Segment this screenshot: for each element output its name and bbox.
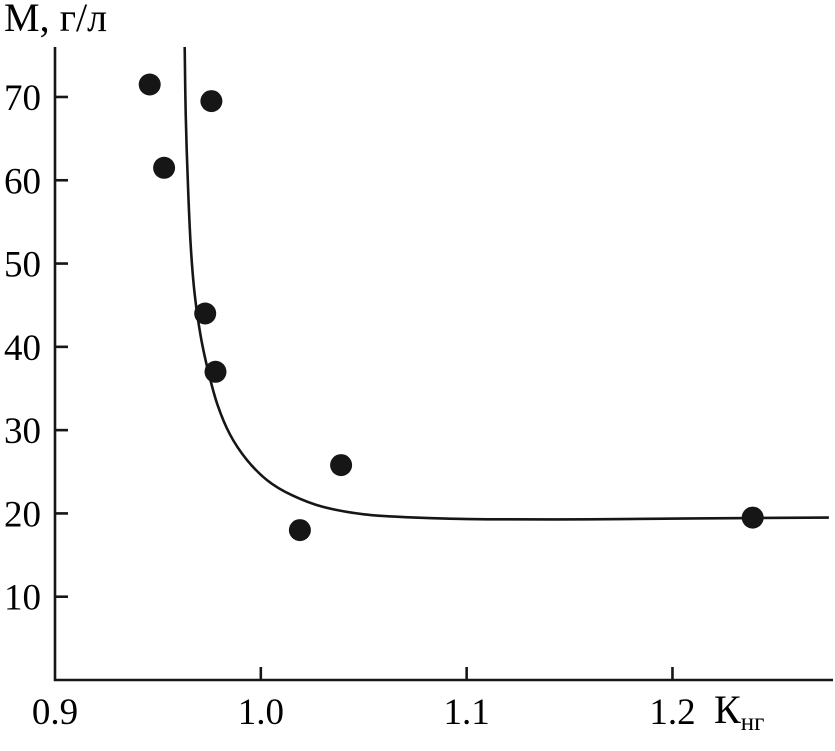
y-tick-label: 10 xyxy=(4,578,41,619)
axes-lines xyxy=(53,47,833,682)
y-axis-title: М, г/л xyxy=(4,0,108,40)
data-point xyxy=(200,90,223,113)
x-tick-label: 0.9 xyxy=(32,692,78,733)
data-point xyxy=(204,360,227,383)
data-point xyxy=(138,73,161,96)
y-tick-label: 30 xyxy=(4,411,41,452)
x-axis-title: Кнг xyxy=(714,686,765,736)
x-tick-label: 1.1 xyxy=(444,692,490,733)
x-tick-label: 1.0 xyxy=(238,692,284,733)
data-point xyxy=(194,302,217,325)
fit-curve xyxy=(183,46,829,521)
data-point xyxy=(330,454,353,477)
x-axis-title-main: К xyxy=(714,687,741,732)
y-tick-label: 20 xyxy=(4,494,41,535)
data-point xyxy=(288,519,311,542)
y-tick-label: 40 xyxy=(4,328,41,369)
x-tick-label: 1.2 xyxy=(649,692,695,733)
y-tick-label: 70 xyxy=(4,78,41,119)
y-tick-label: 60 xyxy=(4,161,41,202)
y-tick-label: 50 xyxy=(4,245,41,286)
data-point xyxy=(741,506,764,529)
x-axis-title-subscript: нг xyxy=(740,709,765,736)
data-point xyxy=(153,156,176,179)
